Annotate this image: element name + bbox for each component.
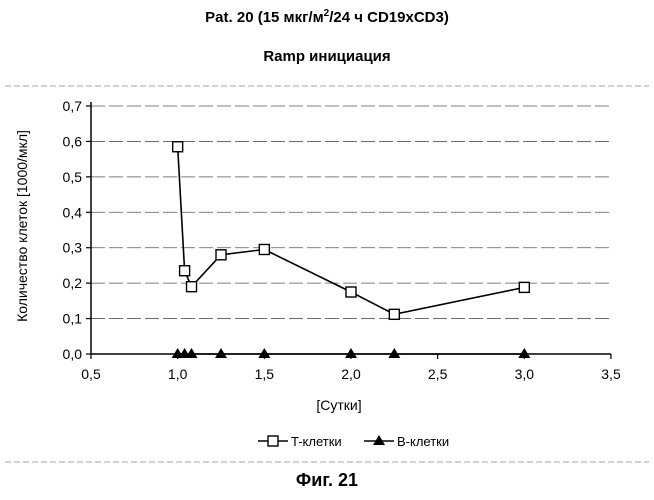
figure-caption: Фиг. 21	[0, 470, 654, 491]
x-tick-label: 0,5	[81, 366, 101, 382]
axis-labels: 0,0 0,1 0,2 0,3 0,4 0,5 0,6 0,7 0,5 1,0 1,5 2,0 2,5 3…	[14, 98, 621, 413]
y-tick-label: 0,3	[63, 240, 83, 256]
y-tick-label: 0,1	[63, 311, 83, 327]
y-tick-label: 0,4	[63, 204, 83, 220]
data-point	[345, 348, 357, 358]
data-point	[180, 266, 190, 276]
x-tick-label: 1,0	[168, 366, 188, 382]
x-tick-label: 3,5	[601, 366, 621, 382]
y-tick-label: 0,6	[63, 133, 83, 149]
x-axis-label: [Сутки]	[316, 397, 361, 413]
y-tick-label: 0,0	[63, 346, 83, 362]
x-tick-label: 2,5	[428, 366, 448, 382]
legend-marker-b-cells	[373, 435, 385, 445]
y-axis-label: Количество клеток [1000/мкл]	[14, 130, 30, 322]
axes	[86, 102, 611, 359]
x-tick-label: 1,5	[255, 366, 275, 382]
series	[172, 142, 531, 358]
data-point	[389, 309, 399, 319]
chart: 0,0 0,1 0,2 0,3 0,4 0,5 0,6 0,7 0,5 1,0 1,5 2,0 2,5 3…	[0, 0, 654, 470]
data-point	[216, 250, 226, 260]
data-point	[258, 348, 270, 358]
legend-label-b-cells: B-клетки	[397, 434, 449, 449]
x-tick-label: 2,0	[341, 366, 361, 382]
y-tick-label: 0,2	[63, 275, 83, 291]
legend-marker-t-cells	[268, 436, 278, 446]
series-t-cells	[173, 142, 530, 320]
data-point	[173, 142, 183, 152]
data-point	[388, 348, 400, 358]
legend: T-клетки B-клетки	[258, 434, 449, 449]
data-point	[259, 244, 269, 254]
data-point	[518, 348, 530, 358]
x-tick-label: 3,0	[515, 366, 535, 382]
legend-label-t-cells: T-клетки	[291, 434, 342, 449]
y-tick-label: 0,5	[63, 169, 83, 185]
data-point	[346, 287, 356, 297]
y-tick-label: 0,7	[63, 98, 83, 114]
data-point	[215, 348, 227, 358]
data-point	[519, 282, 529, 292]
series-b-cells	[172, 348, 531, 358]
data-point	[187, 282, 197, 292]
